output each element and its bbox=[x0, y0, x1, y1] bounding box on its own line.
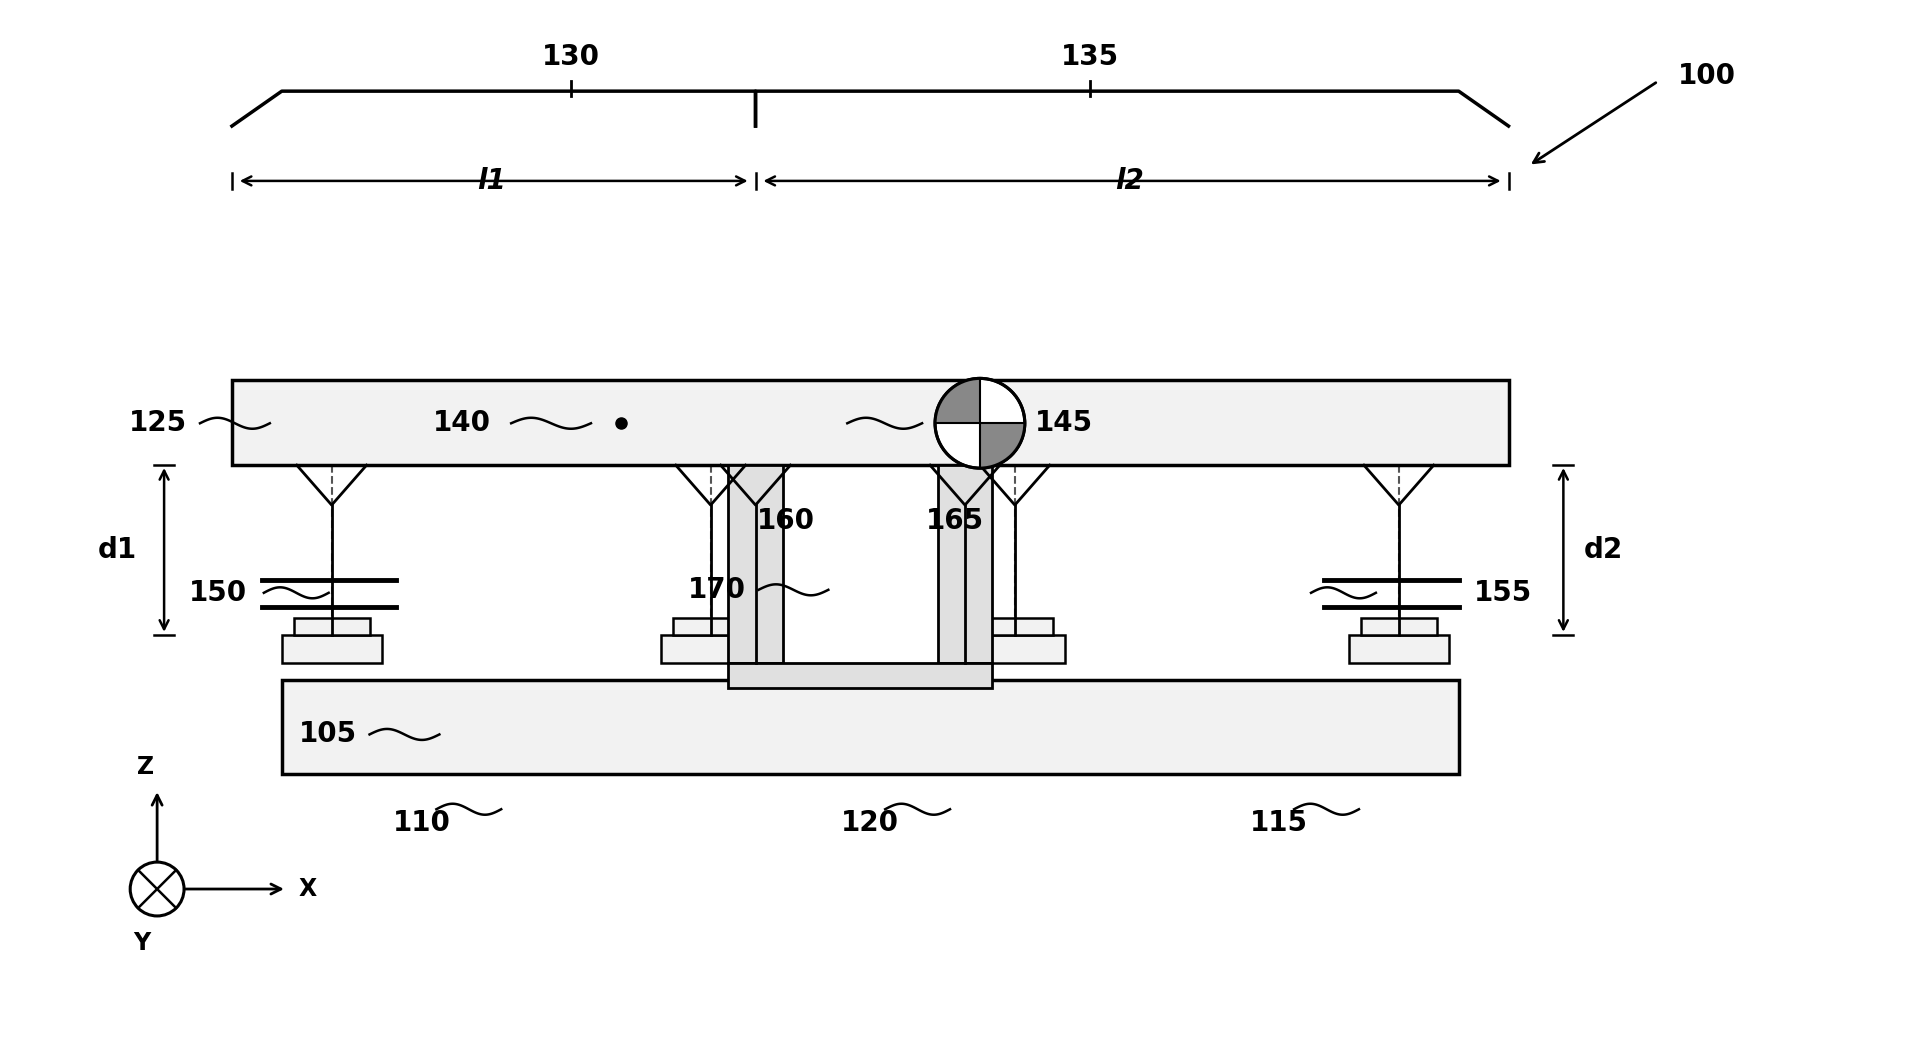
Wedge shape bbox=[979, 423, 1025, 468]
Bar bbox=[672, 618, 749, 634]
Text: 135: 135 bbox=[1061, 43, 1118, 71]
Bar bbox=[966, 634, 1065, 663]
Text: 115: 115 bbox=[1250, 809, 1309, 837]
Bar bbox=[977, 618, 1053, 634]
Text: 110: 110 bbox=[392, 809, 450, 837]
Bar bbox=[1349, 634, 1448, 663]
Text: 105: 105 bbox=[299, 720, 356, 748]
Bar bbox=[282, 634, 381, 663]
Circle shape bbox=[130, 862, 185, 916]
Text: 150: 150 bbox=[189, 579, 248, 607]
Bar bbox=[293, 618, 370, 634]
Text: Y: Y bbox=[133, 931, 150, 955]
Text: l1: l1 bbox=[476, 167, 505, 195]
Text: 130: 130 bbox=[543, 43, 600, 71]
Bar bbox=[232, 380, 1509, 465]
Text: d1: d1 bbox=[97, 536, 137, 564]
Bar bbox=[728, 663, 993, 688]
Text: 160: 160 bbox=[756, 507, 815, 535]
Text: 125: 125 bbox=[130, 410, 187, 437]
Bar bbox=[282, 679, 1459, 774]
Bar bbox=[937, 465, 993, 663]
Wedge shape bbox=[935, 378, 979, 423]
Text: 145: 145 bbox=[1034, 410, 1093, 437]
Text: Z: Z bbox=[137, 756, 154, 780]
Text: 140: 140 bbox=[432, 410, 491, 437]
Text: l2: l2 bbox=[1114, 167, 1143, 195]
Bar bbox=[1360, 618, 1436, 634]
Text: d2: d2 bbox=[1583, 536, 1623, 564]
Bar bbox=[661, 634, 760, 663]
Text: 155: 155 bbox=[1474, 579, 1532, 607]
Text: X: X bbox=[299, 877, 316, 901]
Text: 165: 165 bbox=[926, 507, 985, 535]
Text: 120: 120 bbox=[842, 809, 899, 837]
Text: 100: 100 bbox=[1678, 63, 1735, 90]
Circle shape bbox=[935, 378, 1025, 468]
Text: 170: 170 bbox=[688, 576, 745, 604]
Bar bbox=[728, 465, 783, 663]
